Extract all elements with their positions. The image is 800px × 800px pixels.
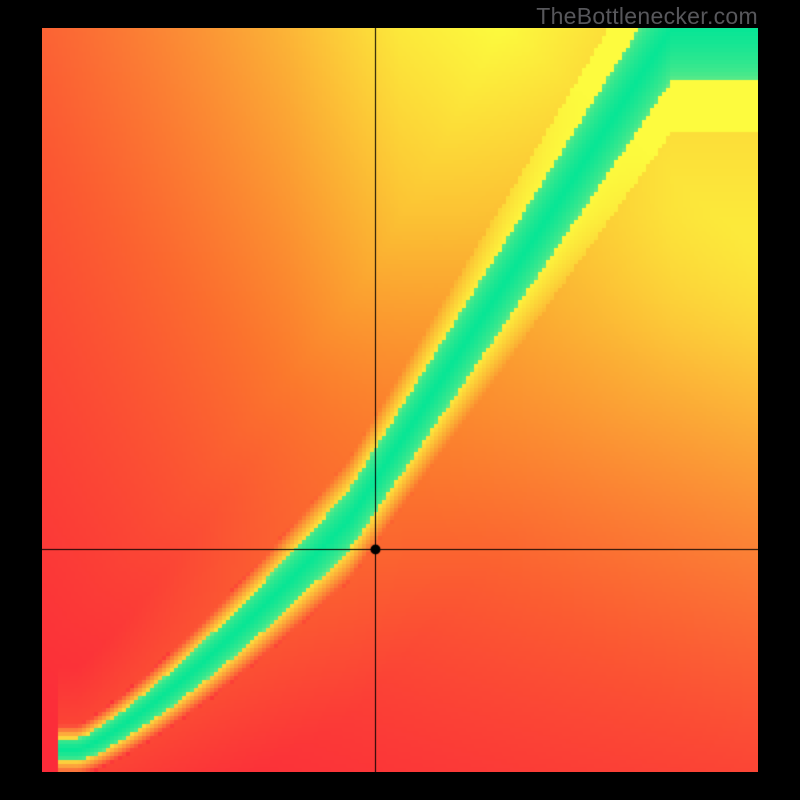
- chart-container: TheBottlenecker.com: [0, 0, 800, 800]
- bottleneck-heatmap: [42, 28, 758, 772]
- watermark-text: TheBottlenecker.com: [536, 3, 758, 30]
